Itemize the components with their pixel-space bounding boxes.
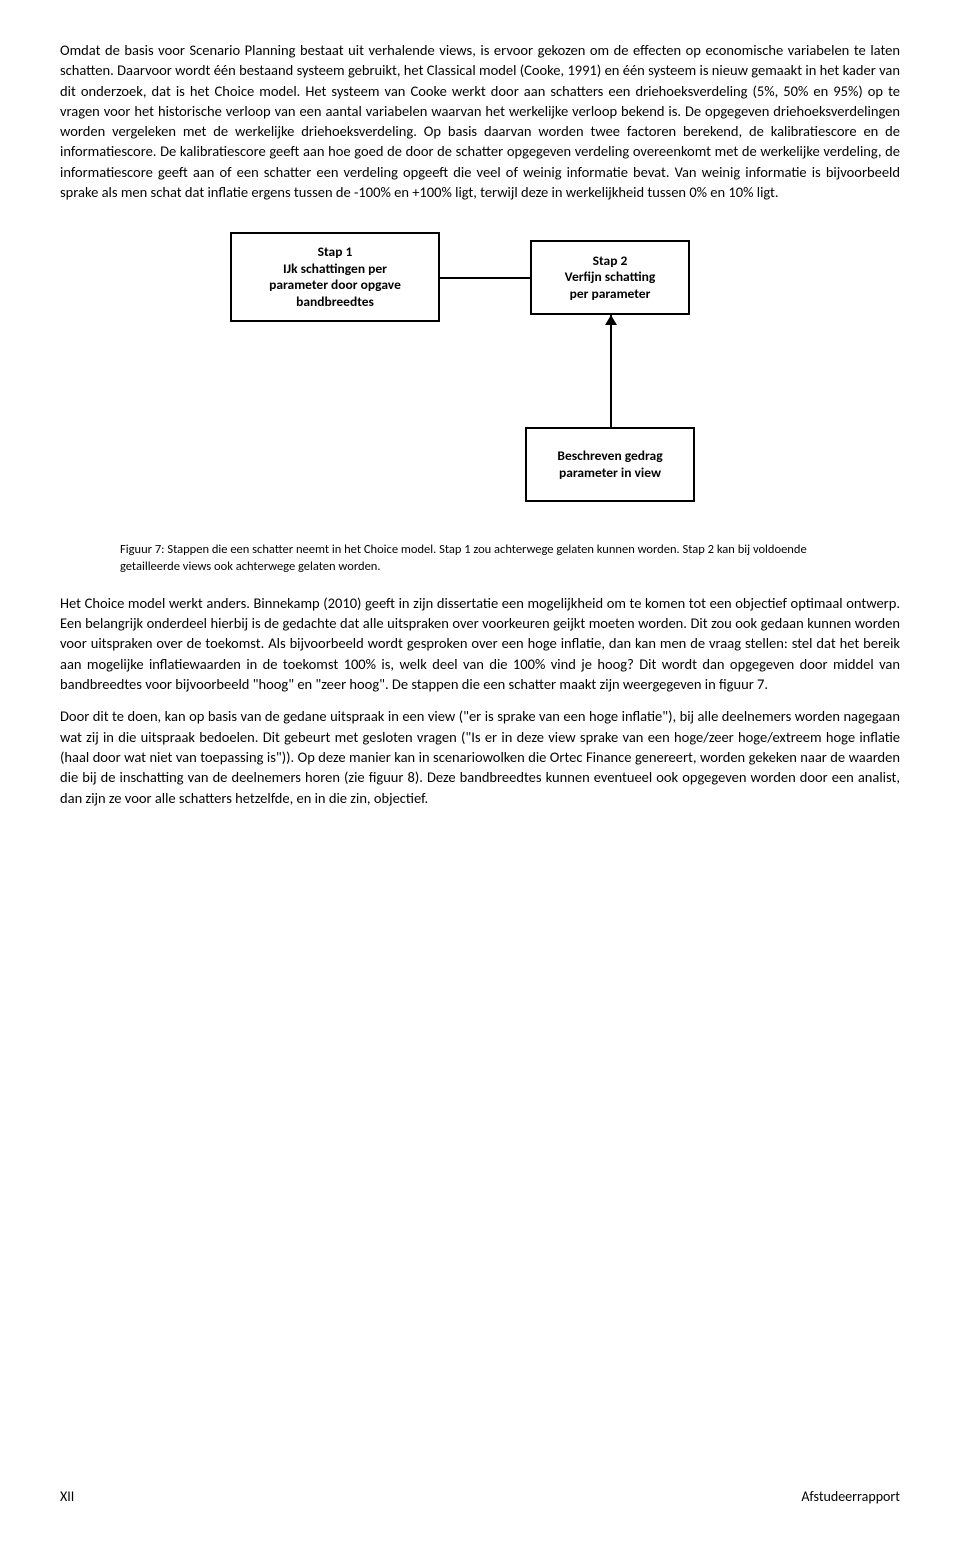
flowchart-node-step-2: Stap 2 Verfijn schatting per parameter bbox=[530, 240, 690, 315]
body-paragraph-3: Door dit te doen, kan op basis van de ge… bbox=[60, 706, 900, 807]
page-number: XII bbox=[60, 1487, 74, 1507]
flowchart-figure-7: Stap 1 IJk schattingen per parameter doo… bbox=[230, 232, 730, 522]
flowchart-edge-arrow-shaft bbox=[610, 315, 612, 427]
node-line: IJk schattingen per bbox=[283, 261, 387, 278]
node-title: Stap 2 bbox=[593, 253, 628, 270]
body-paragraph-1: Omdat de basis voor Scenario Planning be… bbox=[60, 40, 900, 202]
body-paragraph-2: Het Choice model werkt anders. Binnekamp… bbox=[60, 593, 900, 694]
page-footer: XII Afstudeerrapport bbox=[60, 1487, 900, 1507]
node-line: bandbreedtes bbox=[296, 294, 374, 311]
figure-caption: Figuur 7: Stappen die een schatter neemt… bbox=[120, 542, 840, 575]
flowchart-node-step-1: Stap 1 IJk schattingen per parameter doo… bbox=[230, 232, 440, 322]
report-title: Afstudeerrapport bbox=[801, 1487, 900, 1507]
node-title: Stap 1 bbox=[318, 244, 353, 261]
flowchart-edge-arrowhead-icon bbox=[605, 315, 617, 325]
node-line: parameter door opgave bbox=[269, 277, 401, 294]
flowchart-edge-line bbox=[440, 277, 530, 279]
node-line: parameter in view bbox=[559, 465, 661, 482]
node-line: per parameter bbox=[570, 286, 651, 303]
node-line: Beschreven gedrag bbox=[557, 448, 662, 465]
flowchart-node-behavior: Beschreven gedrag parameter in view bbox=[525, 427, 695, 502]
node-line: Verfijn schatting bbox=[565, 269, 656, 286]
